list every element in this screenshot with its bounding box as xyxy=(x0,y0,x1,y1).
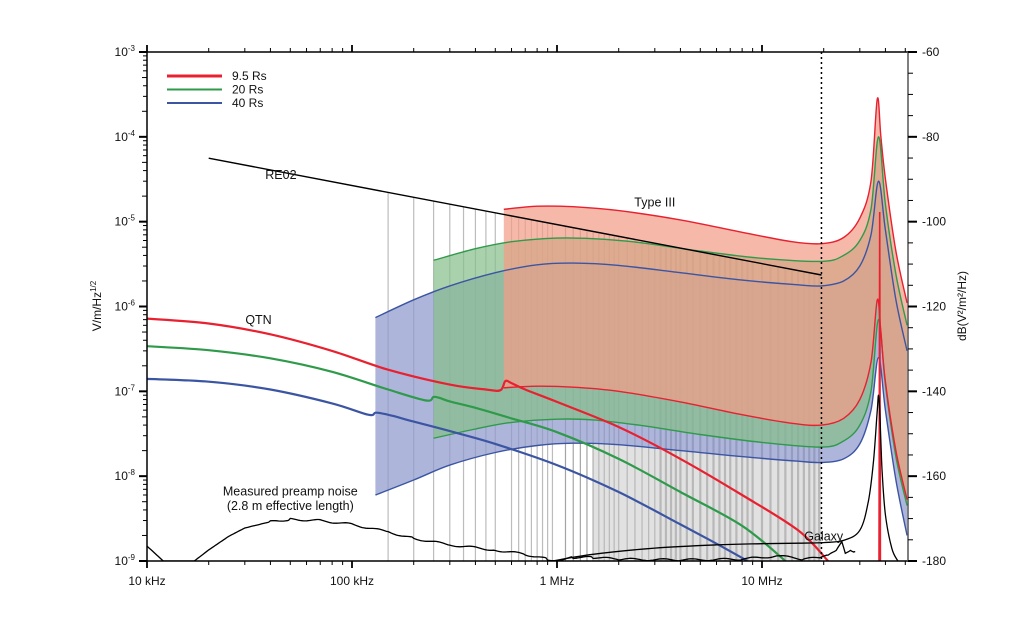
tick-labels-layer: 10 kHz 100 kHz 1 MHz 10 MHz 10-3 10-4 10-5 10-6… xyxy=(115,44,947,588)
y-axis-title-left-text: V/m/Hz1/2 xyxy=(89,280,104,331)
preamp-noise-line xyxy=(147,517,856,561)
y-tick-label: 10-9 xyxy=(115,553,136,568)
y-tick-label-right: -80 xyxy=(922,130,940,144)
annotation-measured-preamp-noise: Measured preamp noise xyxy=(223,485,358,499)
type3-upper-40-rs xyxy=(375,180,908,352)
y-tick-label-right: -60 xyxy=(922,45,940,59)
interference-shading xyxy=(593,444,822,561)
annotation-type-iii: Type III xyxy=(634,196,675,210)
annotation-qtn: QTN xyxy=(245,313,271,327)
x-tick-label: 100 kHz xyxy=(330,574,374,588)
y-tick-label: 10-6 xyxy=(115,299,136,314)
y-axis-title-right: dB(V²/m²/Hz) xyxy=(955,271,969,341)
legend-label: 9.5 Rs xyxy=(232,69,267,83)
y-tick-label: 10-3 xyxy=(115,44,136,59)
y-tick-label: 10-5 xyxy=(115,214,136,229)
legend-label: 20 Rs xyxy=(232,83,263,97)
type3-band-9-5-rs xyxy=(503,97,908,500)
type3-lower-9-5-rs xyxy=(503,298,908,500)
qtn-line-40-rs xyxy=(147,377,749,561)
x-tick-label: 10 MHz xyxy=(741,574,782,588)
y-tick-label: 10-7 xyxy=(115,383,136,398)
type3-bands-layer xyxy=(375,97,908,536)
y-tick-label: 10-8 xyxy=(115,468,136,483)
type3-upper-9-5-rs xyxy=(503,97,908,304)
annotation-galaxy: Galaxy xyxy=(804,529,844,543)
y-tick-label: 10-4 xyxy=(115,129,136,144)
y-tick-label-right: -100 xyxy=(922,215,946,229)
galaxy-line xyxy=(552,394,899,561)
annotations-layer: RE02 QTN Type III Measured preamp noise(2.8… xyxy=(223,168,844,544)
qtn-line-9-5-rs xyxy=(147,317,829,561)
annotation-2-8-m-effective-length: (2.8 m effective length) xyxy=(227,499,354,513)
ticks-layer xyxy=(139,45,917,568)
y-tick-label-right: -180 xyxy=(922,554,946,568)
y-tick-label-right: -140 xyxy=(922,384,946,398)
plasma-line-spike xyxy=(878,211,882,561)
qtn-line-20-rs xyxy=(147,345,787,561)
type3-upper-20-rs xyxy=(433,136,908,326)
lines-layer xyxy=(147,52,899,561)
legend-label: 40 Rs xyxy=(232,96,263,110)
y-tick-label-right: -160 xyxy=(922,469,946,483)
x-tick-label: 1 MHz xyxy=(540,574,575,588)
y-tick-label-right: -120 xyxy=(922,300,946,314)
re02-line xyxy=(208,157,822,276)
annotation-re02: RE02 xyxy=(265,168,296,182)
x-tick-label: 10 kHz xyxy=(128,574,165,588)
